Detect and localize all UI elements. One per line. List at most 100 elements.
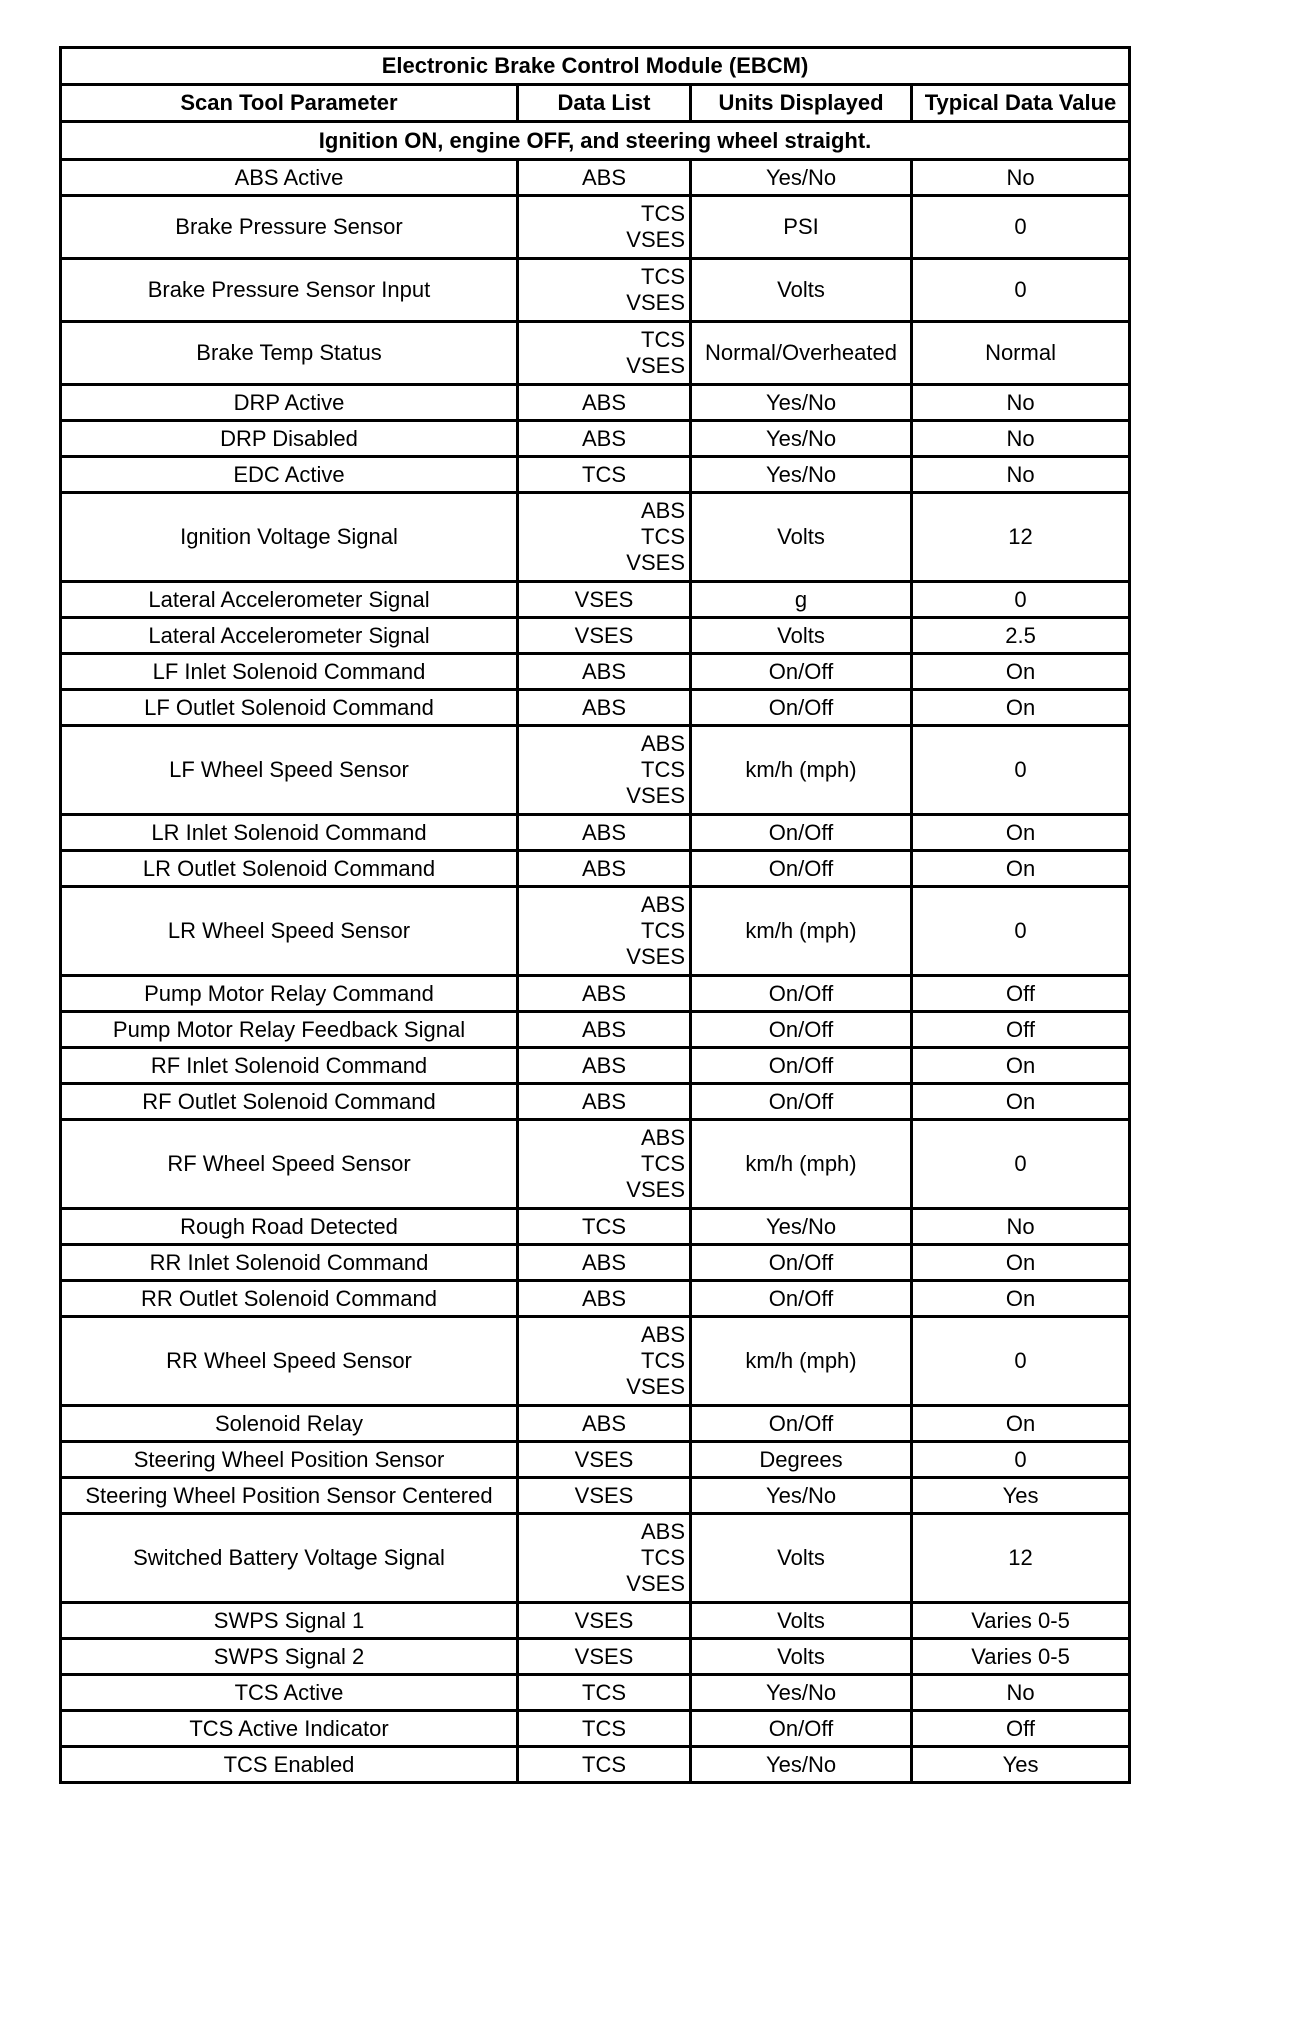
cell-parameter: RF Outlet Solenoid Command: [59, 1082, 519, 1121]
cell-data-list: ABS TCS VSES: [516, 491, 692, 583]
cell-data-list: ABS: [516, 1243, 692, 1282]
cell-units: Yes/No: [689, 1207, 913, 1246]
cell-parameter: Solenoid Relay: [59, 1404, 519, 1443]
cell-typical-value: Yes: [909, 1476, 1132, 1515]
table-row: LF Wheel Speed Sensor ABS TCS VSES km/h (mph…: [59, 724, 1132, 816]
data-list-item: ABS: [581, 1285, 627, 1311]
cell-units: On/Off: [689, 1010, 913, 1049]
cell-data-list: VSES: [516, 1440, 692, 1479]
data-list-item: VSES: [626, 1374, 685, 1399]
table-row: Solenoid Relay ABS On/Off On: [59, 1404, 1132, 1443]
table-row: EDC Active TCS Yes/No No: [59, 455, 1132, 494]
table-row: RF Inlet Solenoid Command ABS On/Off On: [59, 1046, 1132, 1085]
header-data-list: Data List: [516, 83, 692, 123]
table-row: RR Wheel Speed Sensor ABS TCS VSES km/h (mph…: [59, 1315, 1132, 1407]
data-list-item: VSES: [626, 1177, 685, 1202]
cell-data-list: ABS: [516, 1404, 692, 1443]
cell-typical-value: On: [909, 652, 1132, 691]
cell-data-list: ABS: [516, 1010, 692, 1049]
cell-parameter: Pump Motor Relay Command: [59, 974, 519, 1013]
cell-data-list: ABS: [516, 652, 692, 691]
cell-data-list: TCS VSES: [516, 320, 692, 386]
cell-parameter: Switched Battery Voltage Signal: [59, 1512, 519, 1604]
table-row: SWPS Signal 2 VSES Volts Varies 0-5: [59, 1637, 1132, 1676]
cell-data-list: TCS VSES: [516, 194, 692, 260]
table-row: ABS Active ABS Yes/No No: [59, 158, 1132, 197]
table-row: RF Wheel Speed Sensor ABS TCS VSES km/h (mph…: [59, 1118, 1132, 1210]
data-list-item: ABS: [581, 1088, 627, 1114]
table-row: LR Outlet Solenoid Command ABS On/Off On: [59, 849, 1132, 888]
cell-units: On/Off: [689, 1046, 913, 1085]
table-row: Lateral Accelerometer Signal VSES g 0: [59, 580, 1132, 619]
cell-parameter: Steering Wheel Position Sensor Centered: [59, 1476, 519, 1515]
cell-units: Yes/No: [689, 1745, 913, 1784]
cell-typical-value: 0: [909, 724, 1132, 816]
table-row: Pump Motor Relay Command ABS On/Off Off: [59, 974, 1132, 1013]
table-row: DRP Disabled ABS Yes/No No: [59, 419, 1132, 458]
cell-typical-value: Off: [909, 974, 1132, 1013]
cell-parameter: RF Inlet Solenoid Command: [59, 1046, 519, 1085]
cell-data-list: TCS: [516, 455, 692, 494]
cell-data-list: ABS: [516, 383, 692, 422]
data-list-item: TCS: [582, 1751, 626, 1777]
cell-typical-value: On: [909, 849, 1132, 888]
cell-typical-value: No: [909, 1673, 1132, 1712]
cell-units: PSI: [689, 194, 913, 260]
cell-data-list: ABS: [516, 1082, 692, 1121]
table-row: Steering Wheel Position Sensor VSES Degree…: [59, 1440, 1132, 1479]
cell-parameter: Brake Pressure Sensor Input: [59, 257, 519, 323]
data-list-item: TCS: [582, 461, 626, 487]
cell-parameter: RR Outlet Solenoid Command: [59, 1279, 519, 1318]
cell-typical-value: 0: [909, 885, 1132, 977]
cell-data-list: ABS: [516, 1279, 692, 1318]
cell-typical-value: 0: [909, 580, 1132, 619]
cell-typical-value: 0: [909, 194, 1132, 260]
table-row: TCS Active Indicator TCS On/Off Off: [59, 1709, 1132, 1748]
table-row: Pump Motor Relay Feedback Signal ABS On/Of…: [59, 1010, 1132, 1049]
cell-units: Volts: [689, 1512, 913, 1604]
cell-units: On/Off: [689, 1279, 913, 1318]
cell-units: Yes/No: [689, 383, 913, 422]
data-list-item: ABS: [640, 1322, 685, 1347]
cell-data-list: ABS TCS VSES: [516, 1512, 692, 1604]
cell-typical-value: No: [909, 1207, 1132, 1246]
data-list-item: ABS: [640, 498, 685, 523]
cell-typical-value: On: [909, 813, 1132, 852]
cell-typical-value: 12: [909, 491, 1132, 583]
cell-units: On/Off: [689, 1709, 913, 1748]
cell-parameter: RR Inlet Solenoid Command: [59, 1243, 519, 1282]
table-row: SWPS Signal 1 VSES Volts Varies 0-5: [59, 1601, 1132, 1640]
table-row: Ignition Voltage Signal ABS TCS VSES Volts 12: [59, 491, 1132, 583]
cell-data-list: VSES: [516, 1601, 692, 1640]
table-title: Electronic Brake Control Module (EBCM): [58, 46, 1132, 86]
table-row: TCS Active TCS Yes/No No: [59, 1673, 1132, 1712]
cell-units: On/Off: [689, 974, 913, 1013]
data-list-item: TCS: [641, 918, 685, 943]
cell-typical-value: No: [909, 158, 1132, 197]
cell-parameter: Brake Temp Status: [59, 320, 519, 386]
cell-units: Yes/No: [689, 1476, 913, 1515]
cell-data-list: VSES: [516, 1476, 692, 1515]
data-list-item: TCS: [641, 1151, 685, 1176]
header-scan-tool-parameter: Scan Tool Parameter: [59, 83, 519, 123]
cell-units: On/Off: [689, 813, 913, 852]
cell-units: Yes/No: [689, 419, 913, 458]
cell-units: km/h (mph): [689, 1315, 913, 1407]
cell-parameter: SWPS Signal 2: [59, 1637, 519, 1676]
cell-data-list: VSES: [516, 1637, 692, 1676]
data-list-item: ABS: [581, 694, 627, 720]
table-row: Brake Temp Status TCS VSES Normal/Overheate…: [59, 320, 1132, 386]
cell-data-list: ABS TCS VSES: [516, 885, 692, 977]
cell-parameter: LF Inlet Solenoid Command: [59, 652, 519, 691]
cell-parameter: Ignition Voltage Signal: [59, 491, 519, 583]
cell-parameter: EDC Active: [59, 455, 519, 494]
table-row: Switched Battery Voltage Signal ABS TCS VSE…: [59, 1512, 1132, 1604]
cell-data-list: ABS TCS VSES: [516, 1315, 692, 1407]
data-list-item: ABS: [581, 1016, 627, 1042]
cell-parameter: Brake Pressure Sensor: [59, 194, 519, 260]
data-list-item: ABS: [581, 855, 627, 881]
data-list-item: VSES: [626, 290, 685, 315]
cell-units: On/Off: [689, 1082, 913, 1121]
cell-parameter: LR Inlet Solenoid Command: [59, 813, 519, 852]
cell-typical-value: No: [909, 383, 1132, 422]
